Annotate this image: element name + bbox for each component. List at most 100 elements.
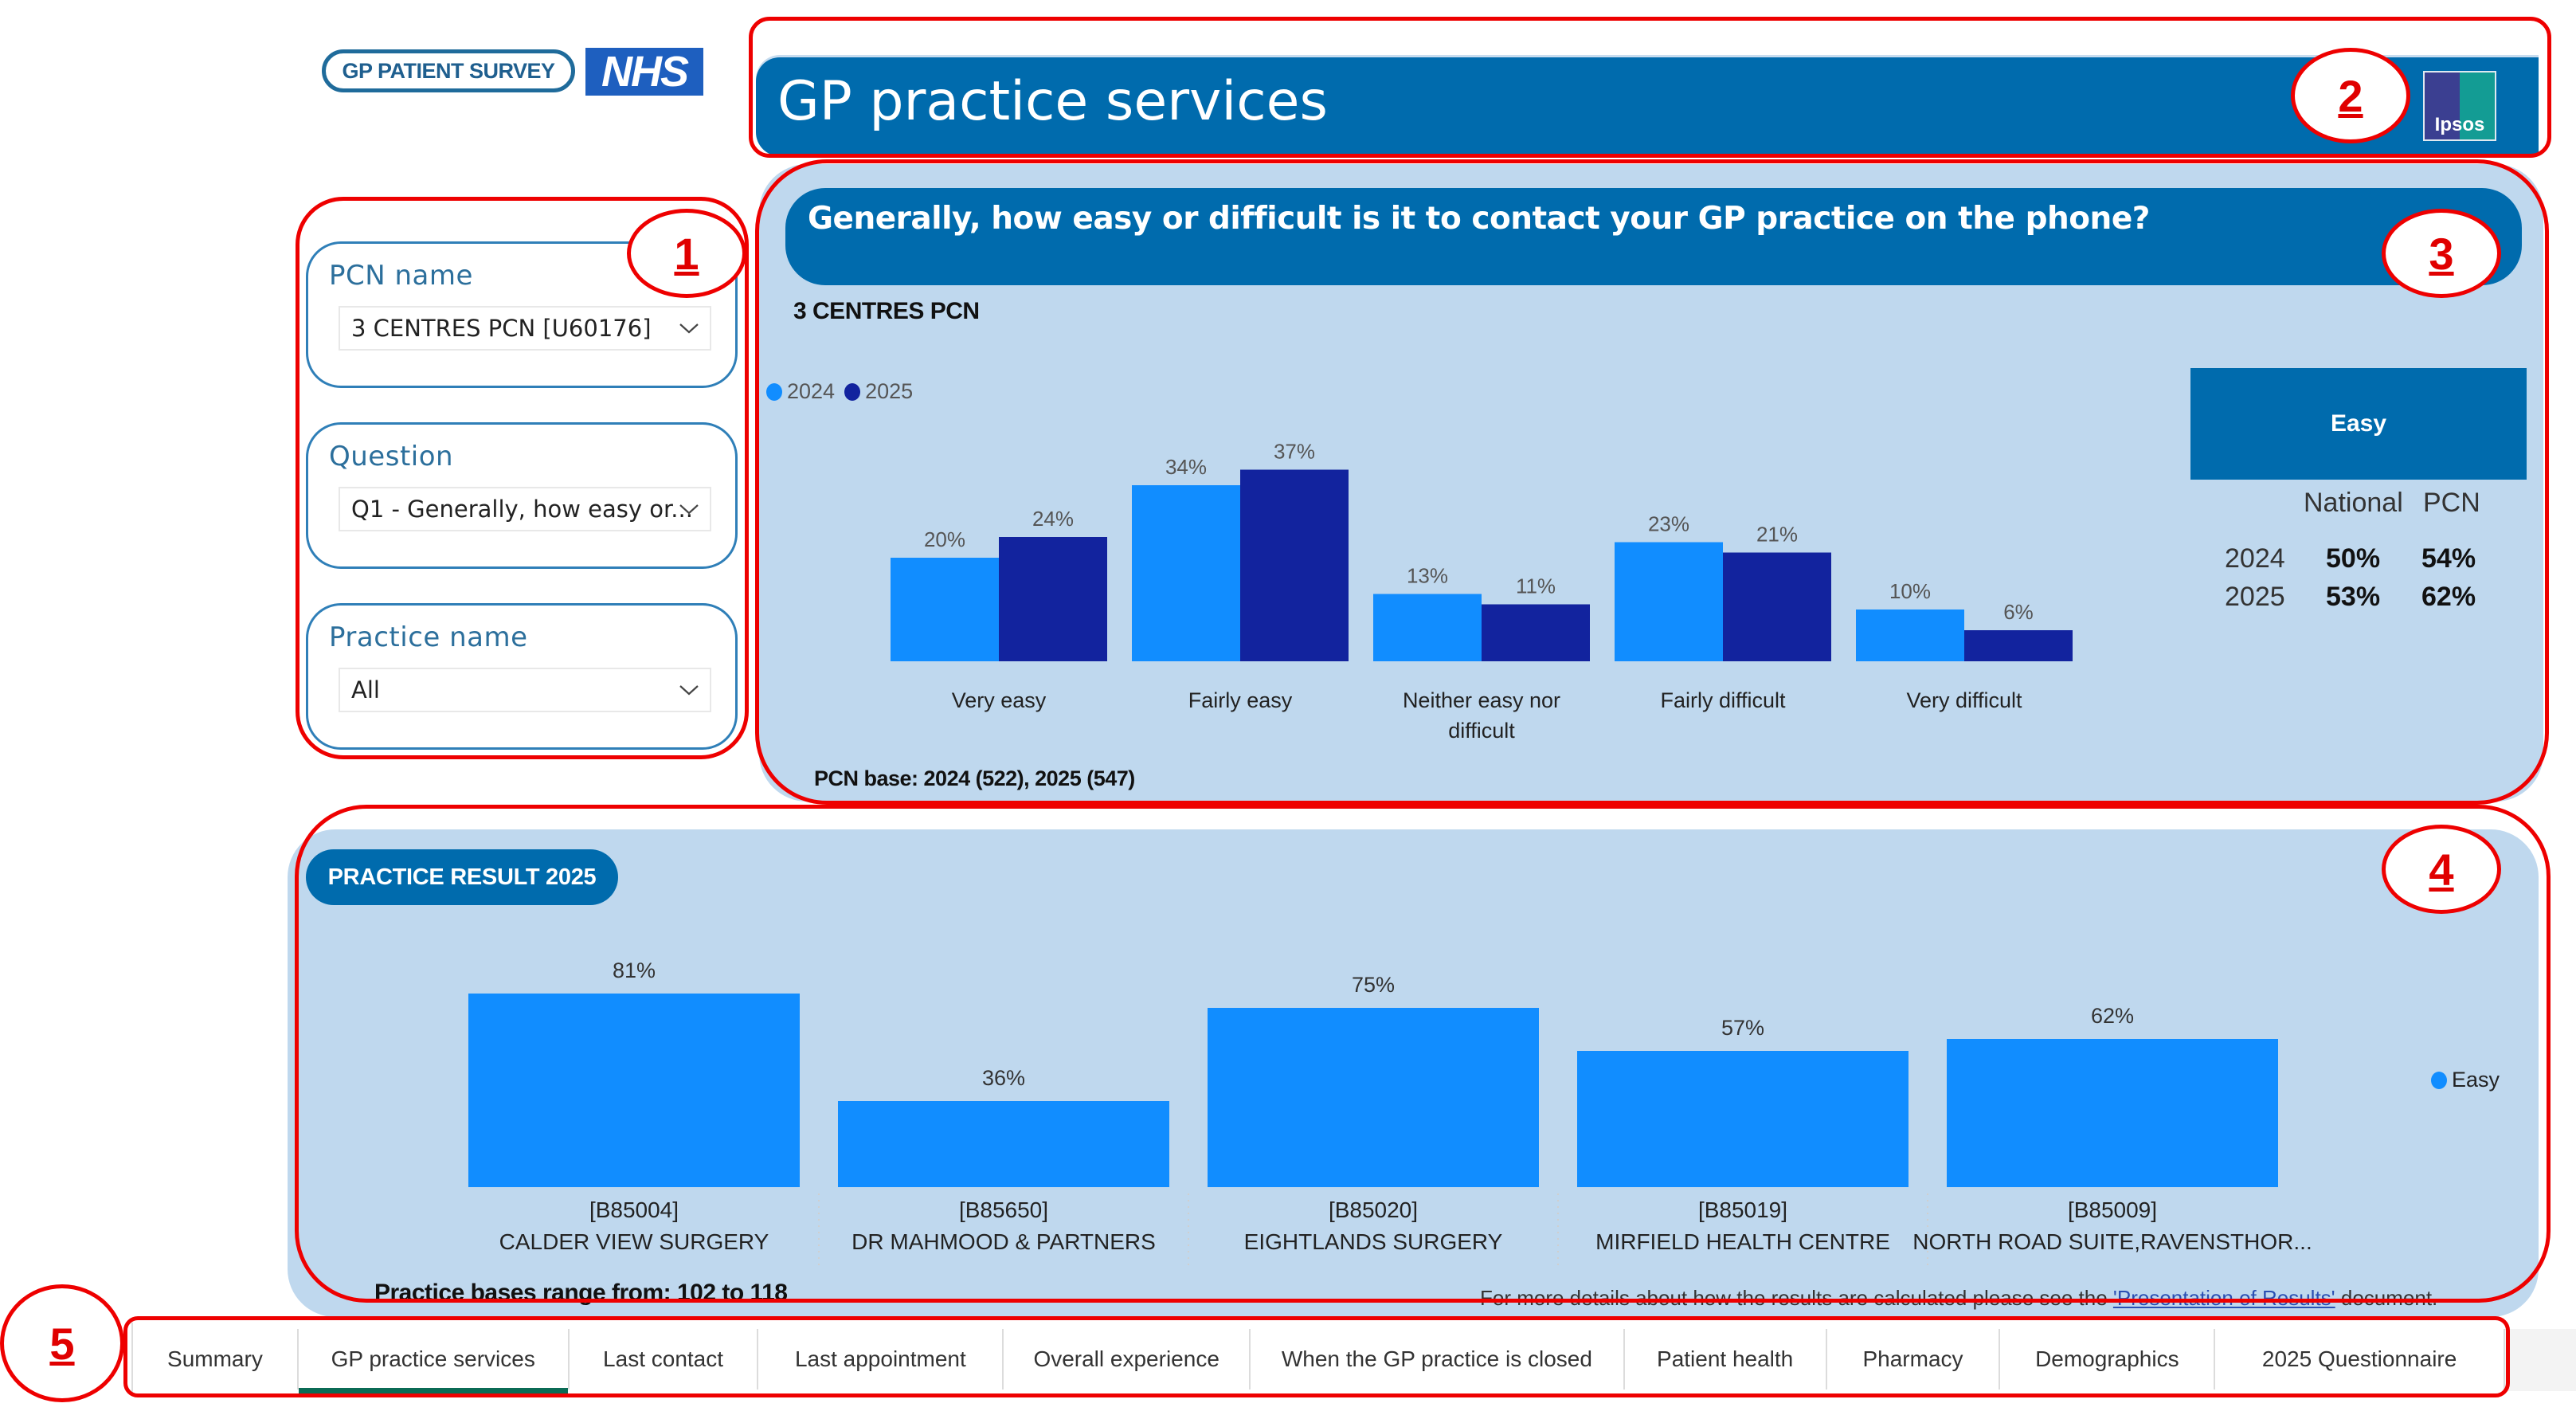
bar-2024-very-easy[interactable]	[891, 558, 999, 661]
question-dropdown[interactable]: Q1 - Generally, how easy or...	[339, 487, 711, 531]
annotation-number-3: 3	[2382, 209, 2501, 298]
pcn-2025-value: 62%	[2421, 582, 2476, 612]
data-label: 24%	[1032, 507, 1074, 531]
page-title: GP practice services	[777, 70, 1328, 133]
tab-last-contact[interactable]: Last contact	[570, 1329, 759, 1390]
tab-2025-questionnaire[interactable]: 2025 Questionnaire	[2215, 1329, 2505, 1390]
annotation-number-4: 4	[2382, 825, 2501, 914]
practice-bases-note: Practice bases range from: 102 to 118	[374, 1280, 788, 1306]
pcn-filter-label: PCN name	[329, 260, 473, 292]
nhs-logo: NHS	[585, 48, 703, 96]
data-label: 6%	[2003, 600, 2034, 624]
x-tick-label: Fairly easy	[1188, 688, 1293, 712]
question-banner	[785, 188, 2522, 285]
practice-bar[interactable]	[1947, 1039, 2278, 1187]
page-tab-bar: Summary GP practice services Last contact L…	[131, 1323, 2505, 1396]
summary-year-2024: 2024	[2225, 543, 2285, 574]
bar-2025-very-difficult[interactable]	[1964, 630, 2073, 661]
legend-dot-easy	[2431, 1071, 2447, 1089]
bar-2024-fairly-difficult[interactable]	[1615, 542, 1723, 662]
data-label: 21%	[1756, 523, 1798, 547]
results-details-note: For more details about how the results a…	[1480, 1286, 2437, 1311]
question-filter-label: Question	[329, 441, 454, 472]
tab-patient-health[interactable]: Patient health	[1625, 1329, 1827, 1390]
question-text: Generally, how easy or difficult is it t…	[808, 201, 2150, 237]
data-label: 57%	[1721, 1016, 1764, 1040]
data-label: 75%	[1352, 973, 1395, 997]
practice-name-label: DR MAHMOOD & PARTNERS	[851, 1229, 1156, 1254]
ipsos-logo-text: Ipsos	[2434, 114, 2485, 135]
practice-name-label: EIGHTLANDS SURGERY	[1244, 1229, 1503, 1254]
bar-2024-neither-easy-nor-difficult[interactable]	[1373, 594, 1482, 662]
practice-bar[interactable]	[1208, 1008, 1539, 1187]
practice-bar[interactable]	[1577, 1051, 1909, 1187]
tab-last-appointment[interactable]: Last appointment	[758, 1329, 1004, 1390]
tab-summary[interactable]: Summary	[133, 1329, 299, 1390]
details-suffix: document.	[2335, 1286, 2438, 1310]
bar-2025-very-easy[interactable]	[999, 537, 1107, 661]
practice-dropdown-value: All	[351, 676, 380, 704]
practice-dropdown[interactable]: All	[339, 668, 711, 712]
data-label: 20%	[924, 527, 965, 551]
pcn-dropdown[interactable]: 3 CENTRES PCN [U60176]	[339, 306, 711, 351]
pcn-base-note: PCN base: 2024 (522), 2025 (547)	[814, 766, 1135, 790]
bar-2025-fairly-easy[interactable]	[1240, 469, 1349, 662]
practice-name-label: MIRFIELD HEALTH CENTRE	[1595, 1229, 1890, 1254]
ipsos-logo: Ipsos	[2423, 71, 2496, 141]
chevron-down-icon	[679, 323, 699, 334]
data-label: 11%	[1516, 574, 1556, 598]
bar-2025-fairly-difficult[interactable]	[1723, 552, 1831, 662]
page-header	[756, 57, 2539, 156]
practice-bar[interactable]	[838, 1101, 1169, 1187]
legend-label-2025: 2025	[865, 379, 914, 403]
practice-bar-chart: 81% [B85004] CALDER VIEW SURGERY 36% [B85650…	[468, 958, 2312, 1267]
pcn-2024-value: 54%	[2421, 543, 2476, 574]
practice-code-label: [B85020]	[1329, 1197, 1418, 1222]
annotation-number-1: 1	[627, 209, 746, 298]
practice-code-label: [B85019]	[1698, 1197, 1787, 1222]
tab-overall-experience[interactable]: Overall experience	[1004, 1329, 1251, 1390]
practice-code-label: [B85004]	[589, 1197, 679, 1222]
data-label: 23%	[1648, 512, 1689, 536]
data-label: 81%	[613, 958, 656, 982]
presentation-of-results-link[interactable]: 'Presentation of Results'	[2112, 1286, 2335, 1310]
pcn-column-header: PCN	[2423, 488, 2480, 518]
annotation-number-5: 5	[0, 1284, 124, 1402]
practice-code-label: [B85009]	[2068, 1197, 2157, 1222]
chevron-down-icon	[679, 685, 699, 696]
tab-bar-filler	[2505, 1329, 2576, 1391]
easy-summary-header: Easy	[2190, 368, 2527, 480]
annotation-number-2: 2	[2291, 48, 2410, 143]
gp-patient-survey-logo: GP PATIENT SURVEY	[322, 49, 575, 92]
bar-2024-fairly-easy[interactable]	[1132, 485, 1240, 661]
details-prefix: For more details about how the results a…	[1480, 1286, 2113, 1310]
data-label: 62%	[2091, 1004, 2134, 1028]
legend-label-2024: 2024	[787, 379, 836, 403]
practice-code-label: [B85650]	[959, 1197, 1048, 1222]
question-filter: Question Q1 - Generally, how easy or...	[306, 422, 738, 569]
x-tick-label: difficult	[1448, 719, 1515, 743]
tab-pharmacy[interactable]: Pharmacy	[1827, 1329, 2001, 1390]
practice-bar[interactable]	[468, 994, 800, 1187]
data-label: 36%	[982, 1066, 1025, 1090]
practice-filter: Practice name All	[306, 603, 738, 750]
bar-2025-neither-easy-nor-difficult[interactable]	[1482, 604, 1590, 662]
bar-2024-very-difficult[interactable]	[1856, 610, 1964, 661]
tab-gp-practice-services[interactable]: GP practice services	[298, 1329, 570, 1394]
tab-when-the-gp-practice-is-closed[interactable]: When the GP practice is closed	[1251, 1329, 1625, 1390]
response-bar-chart: 20% 24% Very easy 34% 37% Fairly easy 13% 11% Ne…	[891, 440, 2073, 743]
national-column-header: National	[2304, 488, 2403, 518]
x-tick-label: Very easy	[952, 688, 1047, 712]
pcn-dropdown-value: 3 CENTRES PCN [U60176]	[351, 315, 652, 342]
tab-demographics[interactable]: Demographics	[2000, 1329, 2216, 1390]
x-tick-label: Very difficult	[1906, 688, 2022, 712]
legend-label-easy: Easy	[2452, 1068, 2500, 1092]
question-dropdown-value: Q1 - Generally, how easy or...	[351, 496, 693, 523]
chart-legend: 2024 2025	[766, 379, 913, 404]
data-label: 34%	[1165, 455, 1207, 479]
national-2024-value: 50%	[2326, 543, 2381, 574]
pcn-title: 3 CENTRES PCN	[793, 298, 980, 324]
practice-filter-label: Practice name	[329, 621, 528, 653]
legend-dot-2024	[766, 382, 782, 401]
practice-name-label: CALDER VIEW SURGERY	[499, 1229, 769, 1254]
